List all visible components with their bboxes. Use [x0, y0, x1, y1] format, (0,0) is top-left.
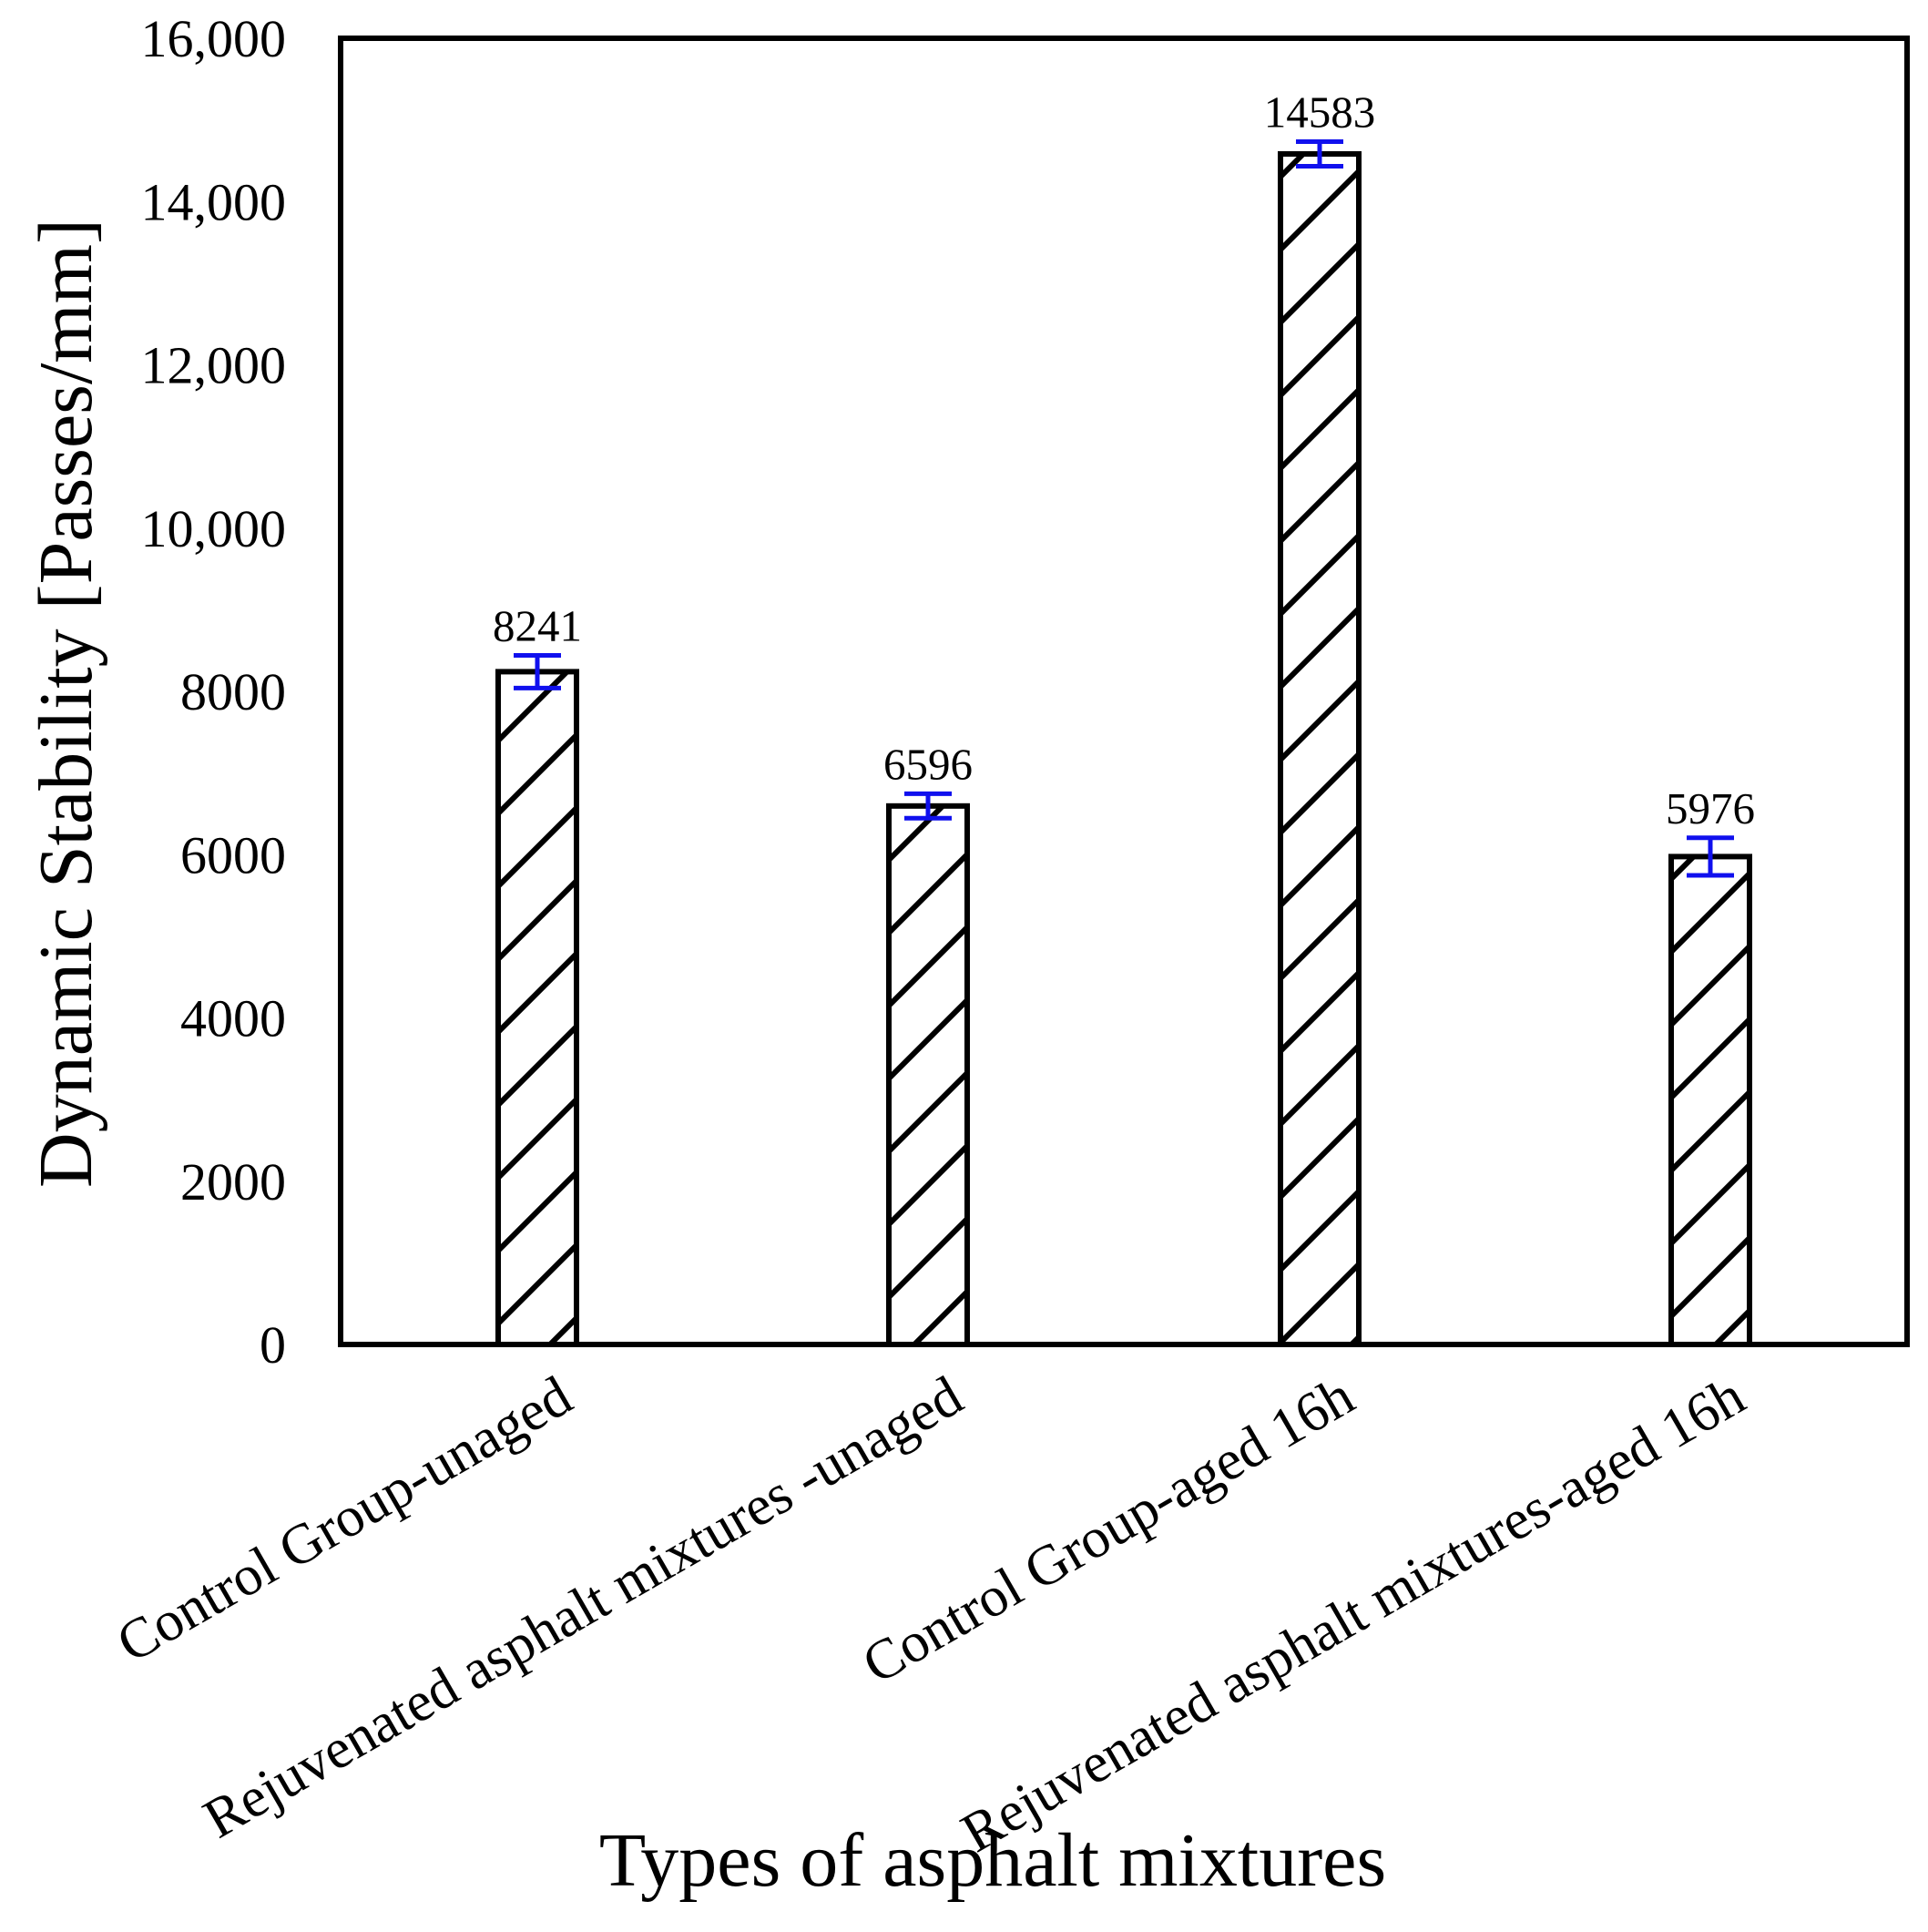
x-category-label: Rejuvenated asphalt mixtures -unaged [193, 1365, 973, 1850]
error-bar [514, 652, 561, 690]
bar [1668, 854, 1752, 1347]
plot-frame [338, 36, 1910, 1347]
data-label: 5976 [1666, 783, 1755, 833]
data-labels: 8241 6596 14583 5976 [493, 87, 1755, 833]
bar [886, 802, 970, 1347]
error-bar [904, 791, 952, 821]
y-axis-ticks: 0 2000 4000 6000 8000 10,000 12,000 14,000 16,00… [141, 9, 287, 1375]
y-tick-label: 2000 [180, 1152, 286, 1211]
y-axis-title: Dynamic Stability [Passes/mm] [24, 219, 108, 1188]
bar [1278, 150, 1362, 1347]
data-label: 14583 [1264, 87, 1376, 138]
y-tick-label: 4000 [180, 989, 286, 1048]
y-tick-label: 16,000 [141, 9, 287, 68]
y-tick-label: 14,000 [141, 172, 287, 231]
y-tick-label: 10,000 [141, 499, 287, 558]
error-bar [1687, 835, 1734, 878]
bar [495, 669, 579, 1347]
y-tick-label: 8000 [180, 662, 286, 721]
y-tick-label: 6000 [180, 825, 286, 884]
error-bar [1296, 139, 1343, 169]
data-label: 6596 [883, 739, 973, 789]
y-tick-label: 12,000 [141, 336, 287, 395]
error-bars [514, 139, 1734, 878]
bars [495, 150, 1752, 1347]
data-label: 8241 [493, 600, 582, 650]
x-axis-title: Types of asphalt mixtures [599, 1818, 1386, 1903]
y-tick-label: 0 [260, 1315, 286, 1375]
x-category-label: Rejuvenated asphalt mixtures-aged 16h [952, 1365, 1755, 1865]
